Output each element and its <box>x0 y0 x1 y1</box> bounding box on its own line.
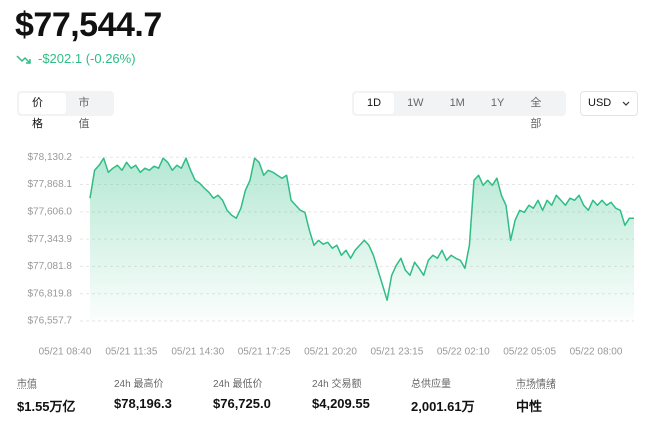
tab[interactable]: 市值 <box>78 97 90 130</box>
stat-value: $4,209.55 <box>312 396 370 411</box>
stat: 市场情绪 中性 <box>516 375 556 415</box>
stat-label: 24h 最高价 <box>114 379 164 390</box>
stat-value: $76,725.0 <box>213 396 271 411</box>
y-tick-label: $76,819.8 <box>28 288 73 299</box>
range-tab[interactable]: 1W <box>407 97 424 109</box>
y-tick-label: $77,868.1 <box>28 179 73 190</box>
tab[interactable]: 价格 <box>19 93 66 130</box>
chart: $78,130.2 $77,868.1 $77,606.0 $77,343.9 $77,… <box>28 152 634 358</box>
stat-value: 中性 <box>516 399 543 414</box>
down-arrow-icon <box>16 54 31 64</box>
stat-label: 市值 <box>17 379 37 390</box>
price-line <box>89 157 634 301</box>
stat-value: 2,001.61万 <box>411 399 475 414</box>
stat-value: $1.55万亿 <box>17 399 76 414</box>
currency-select[interactable]: USD <box>580 91 638 116</box>
y-tick-label: $77,606.0 <box>28 206 73 217</box>
stat: 24h 交易额 $4,209.55 <box>312 375 370 411</box>
stat: 24h 最高价 $78,196.3 <box>114 375 172 411</box>
range-tab[interactable]: 全部 <box>530 97 542 130</box>
x-tick-label: 05/21 08:40 <box>39 347 92 358</box>
x-tick-label: 05/21 23:15 <box>370 347 423 358</box>
y-tick-label: $77,343.9 <box>28 234 73 245</box>
currency: USD <box>588 97 612 109</box>
price: $77,544.7 <box>15 6 162 44</box>
stat-label: 市场情绪 <box>516 379 556 390</box>
range-tab[interactable]: 1Y <box>490 97 505 109</box>
stat: 24h 最低价 $76,725.0 <box>213 375 271 411</box>
stat-label: 总供应量 <box>411 379 451 390</box>
range-tabs: 1D 1W 1M 1Y 全部 <box>352 91 566 130</box>
x-tick-label: 05/22 05:05 <box>503 347 556 358</box>
y-tick-label: $78,130.2 <box>28 152 73 163</box>
x-tick-label: 05/22 08:00 <box>570 347 623 358</box>
stat-label: 24h 交易额 <box>312 379 362 390</box>
x-tick-label: 05/22 02:10 <box>437 347 490 358</box>
area-fill <box>90 158 634 321</box>
y-tick-label: $77,081.8 <box>28 261 73 272</box>
chevron-icon <box>622 101 630 106</box>
x-tick-label: 05/21 11:35 <box>105 347 158 358</box>
stat: 市值 $1.55万亿 <box>17 375 76 415</box>
stat-value: $78,196.3 <box>114 396 172 411</box>
x-tick-label: 05/21 17:25 <box>238 347 291 358</box>
y-tick-label: $76,557.7 <box>28 316 73 327</box>
x-tick-label: 05/21 20:20 <box>304 347 357 358</box>
change-text: -$202.1 (-0.26%) <box>38 51 136 66</box>
range-tab[interactable]: 1M <box>449 97 465 109</box>
metric-tabs: 价格 市值 <box>17 91 114 130</box>
range-tab[interactable]: 1D <box>354 93 395 114</box>
stat-label: 24h 最低价 <box>213 379 263 390</box>
stat: 总供应量 2,001.61万 <box>411 375 475 415</box>
x-tick-label: 05/21 14:30 <box>171 347 224 358</box>
price-change: -$202.1 (-0.26%) <box>16 51 136 66</box>
